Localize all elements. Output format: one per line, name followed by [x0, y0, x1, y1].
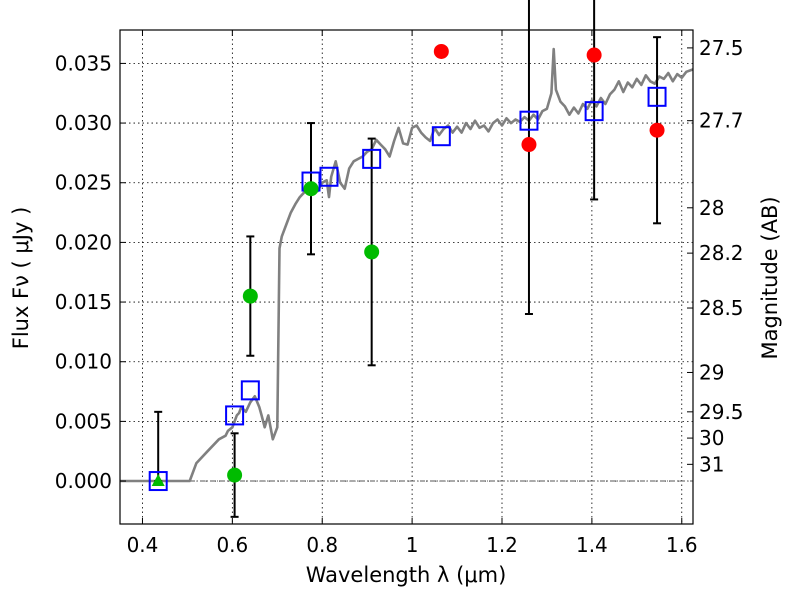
y-tick-label: 0.005	[55, 409, 112, 433]
y-tick-label: 0.015	[55, 290, 112, 314]
model-square-marker	[647, 86, 667, 107]
mag-tick-label: 28	[699, 196, 724, 220]
red-circle-marker	[433, 43, 449, 59]
mag-tick-label: 28.2	[699, 241, 744, 265]
model-square-marker	[240, 380, 260, 401]
template-sed-line	[120, 47, 694, 483]
model-square-marker	[225, 405, 245, 426]
mag-tick-label: 27.7	[699, 109, 744, 133]
red-circle-marker	[649, 122, 665, 138]
x-tick-label: 0.8	[306, 533, 338, 557]
plot-frame	[119, 29, 694, 525]
model-square-marker	[319, 166, 339, 187]
mag-tick-label: 28.5	[699, 296, 744, 320]
mag-tick-label: 27.5	[699, 36, 744, 60]
y-tick-label: 0.000	[55, 469, 112, 493]
y-axis-label: Flux Fν ( μJy )	[9, 207, 33, 350]
green-circle-marker	[364, 244, 380, 260]
red-circle-marker	[521, 137, 537, 153]
mag-tick-label: 31	[699, 452, 724, 476]
green-circle-marker	[242, 288, 258, 304]
x-tick-label: 1.6	[666, 533, 698, 557]
y-tick-label: 0.025	[55, 171, 112, 195]
model-square-marker	[584, 101, 604, 122]
y-tick-label: 0.020	[55, 230, 112, 254]
model-square-marker	[519, 110, 539, 131]
x-tick-label: 0.6	[216, 533, 248, 557]
y-tick-label: 0.010	[55, 350, 112, 374]
model-square-marker	[148, 471, 168, 492]
mag-tick-label: 29	[699, 360, 724, 384]
x-axis-label: Wavelength λ (μm)	[306, 563, 507, 587]
x-tick-label: 1.4	[576, 533, 608, 557]
y-tick-label: 0.030	[55, 111, 112, 135]
red-circle-marker	[586, 47, 602, 63]
model-square-marker	[362, 148, 382, 169]
model-square-marker	[431, 126, 451, 147]
mag-tick-label: 30	[699, 426, 724, 450]
green-circle-marker	[303, 181, 319, 197]
green-circle-marker	[227, 467, 243, 483]
y2-axis-label: Magnitude (AB)	[758, 196, 782, 359]
green-triangle-marker	[151, 474, 165, 487]
x-tick-label: 1	[406, 533, 419, 557]
x-tick-label: 0.4	[127, 533, 159, 557]
mag-tick-label: 29.5	[699, 400, 744, 424]
x-tick-label: 1.2	[486, 533, 518, 557]
y-tick-label: 0.035	[55, 51, 112, 75]
